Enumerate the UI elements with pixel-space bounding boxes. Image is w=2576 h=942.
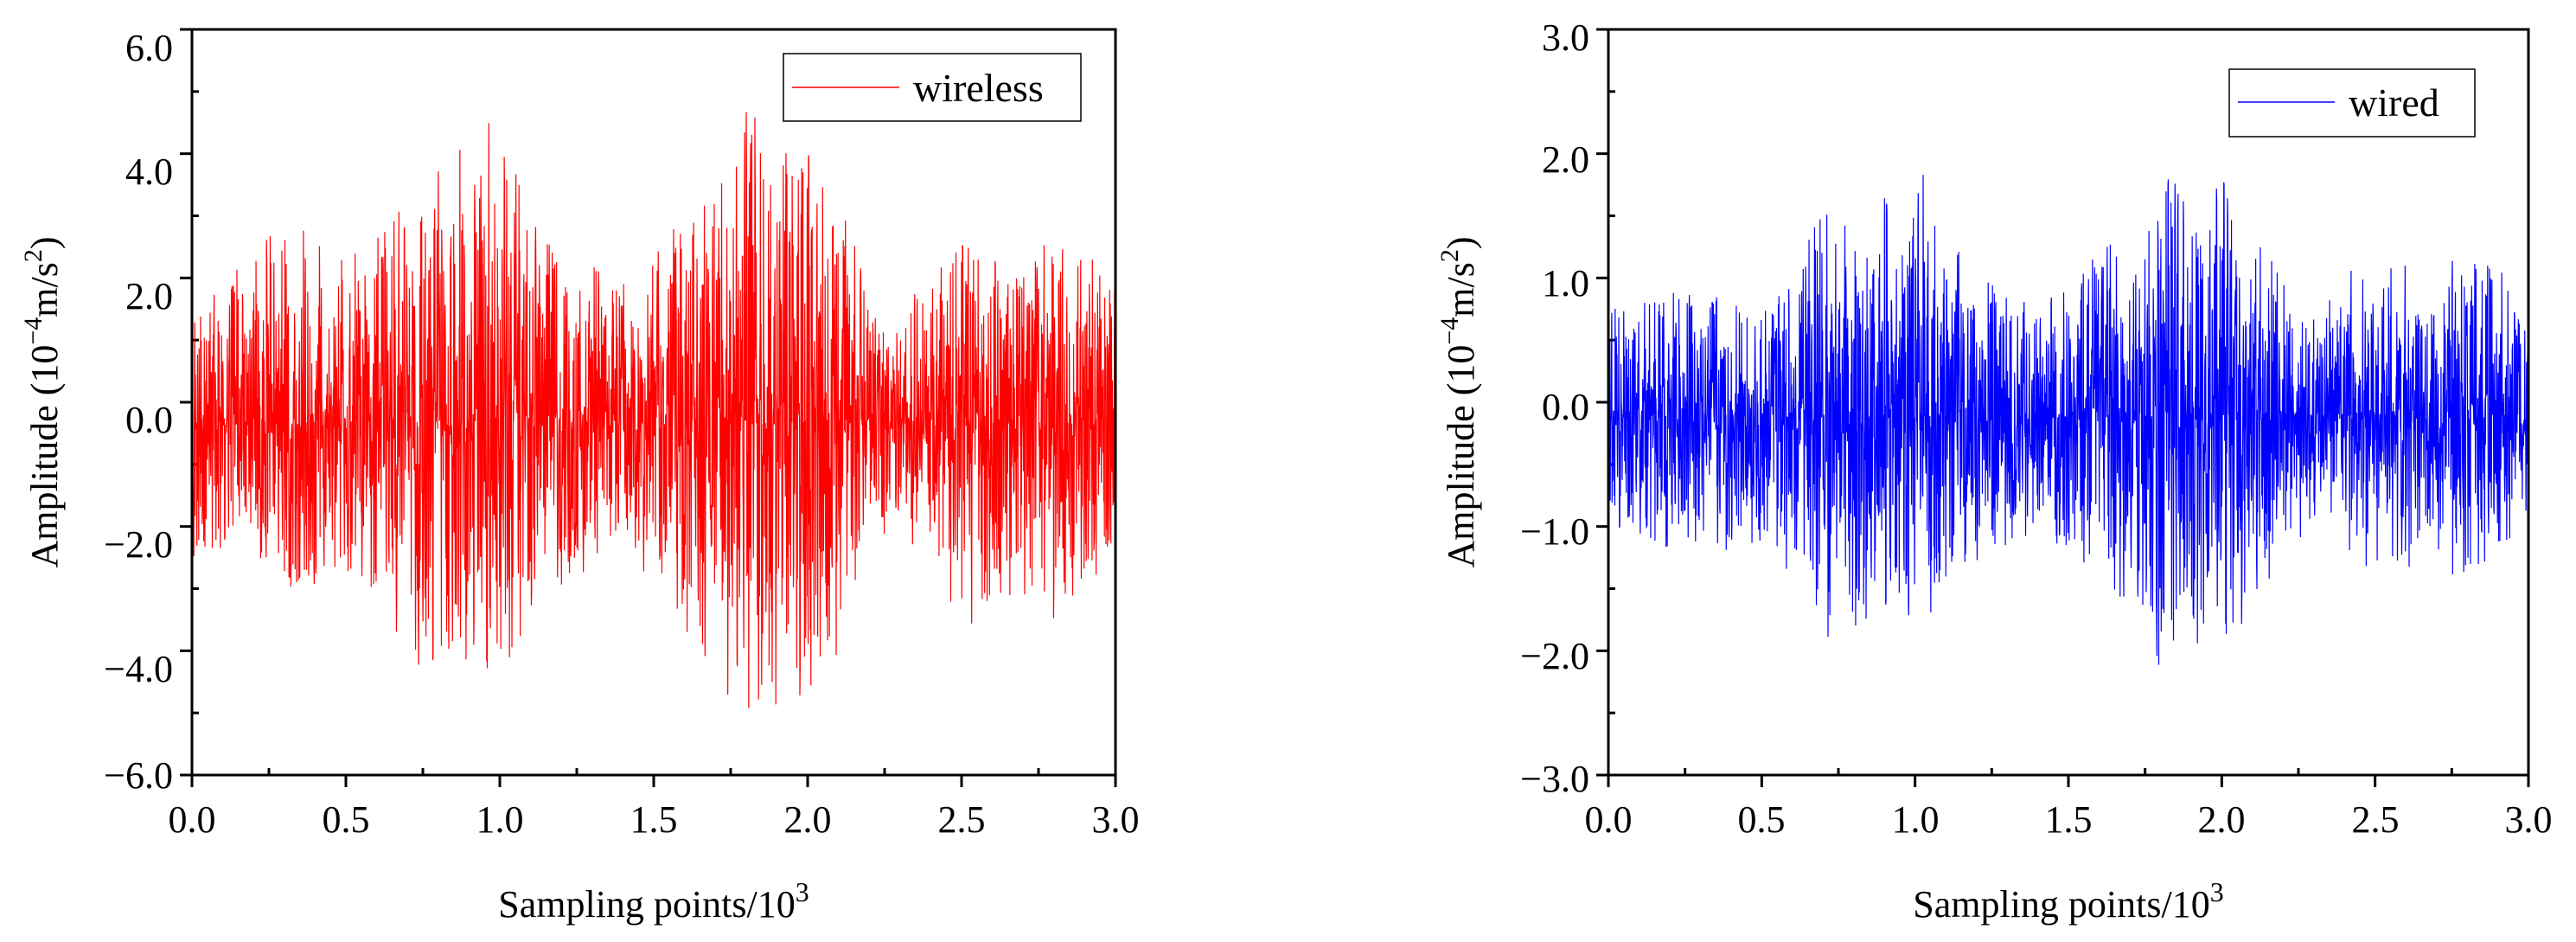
ytick-label: −3.0 <box>1520 758 1589 800</box>
xtick-label: 0.0 <box>1585 798 1633 841</box>
xtick-label: 2.0 <box>784 798 832 841</box>
legend-wireless: wireless <box>783 53 1082 122</box>
chart-wired: 3.0 2.0 1.0 0.0 −1.0 −2.0 −3.0 0.0 0.5 1… <box>1435 16 2553 926</box>
ytick-label: −2.0 <box>1520 635 1589 677</box>
legend-wired: wired <box>2228 68 2476 138</box>
plot-frame-wireless <box>190 28 1117 777</box>
legend-box <box>2228 68 2476 138</box>
y-axis-title: Amplitude (10−4m/s2) <box>1435 236 1482 567</box>
ytick-label: 2.0 <box>125 275 173 317</box>
xtick-label: 3.0 <box>2505 798 2553 841</box>
xtick-label: 2.5 <box>2352 798 2400 841</box>
x-axis-title: Sampling points/103 <box>1913 876 2223 926</box>
ytick-label: −2.0 <box>104 523 173 566</box>
xtick-label: 0.0 <box>169 798 216 841</box>
xtick-label: 1.0 <box>1892 798 1940 841</box>
ytick-label: 0.0 <box>125 399 173 441</box>
xtick-label: 2.5 <box>938 798 986 841</box>
ytick-label: 3.0 <box>1542 16 1589 59</box>
ytick-label: 1.0 <box>1542 262 1589 304</box>
series-line-wired <box>1608 175 2528 665</box>
chart-wireless: 6.0 4.0 2.0 0.0 −2.0 −4.0 −6.0 0.0 0.5 1… <box>19 27 1140 926</box>
legend-label-wired: wired <box>2349 80 2439 125</box>
xtick-label: 1.5 <box>630 798 678 841</box>
xtick-label: 0.5 <box>323 798 370 841</box>
y-axis-title: Amplitude (10−4m/s2) <box>19 236 66 567</box>
plot-frame-wired <box>1607 28 2530 777</box>
legend-label-wireless: wireless <box>913 66 1044 110</box>
xtick-label: 3.0 <box>1092 798 1140 841</box>
ytick-label: 6.0 <box>125 27 173 69</box>
ytick-label: −6.0 <box>104 754 173 797</box>
ytick-label: 4.0 <box>125 151 173 193</box>
legend-box <box>783 53 1082 122</box>
ytick-label: 0.0 <box>1542 386 1589 428</box>
xtick-label: 0.5 <box>1738 798 1786 841</box>
ytick-label: −4.0 <box>104 648 173 690</box>
ytick-label: −1.0 <box>1520 510 1589 553</box>
xtick-label: 1.5 <box>2045 798 2093 841</box>
x-axis-title: Sampling points/103 <box>498 876 809 926</box>
ytick-label: 2.0 <box>1542 138 1589 181</box>
xtick-label: 2.0 <box>2198 798 2246 841</box>
xtick-label: 1.0 <box>476 798 524 841</box>
series-line-wireless <box>192 112 1115 708</box>
